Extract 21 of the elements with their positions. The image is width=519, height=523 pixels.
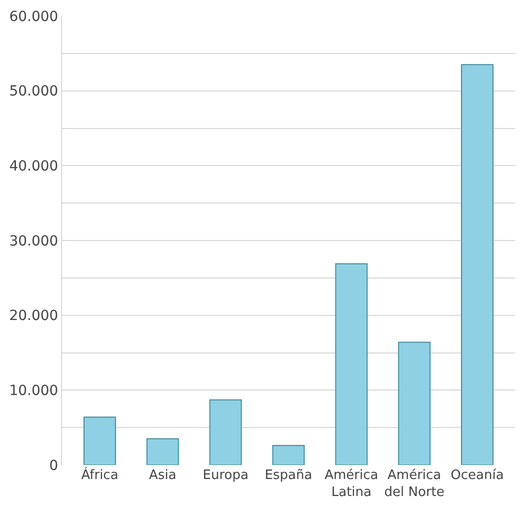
bar xyxy=(398,342,431,465)
y-tick-label: 60.000 xyxy=(9,8,58,25)
x-tick-label: América Latina xyxy=(324,468,378,500)
y-tick-label: 30.000 xyxy=(9,233,58,250)
x-tick-label: África xyxy=(81,466,118,483)
y-tick-label: 50.000 xyxy=(9,84,58,100)
y-tick-label: 10.000 xyxy=(9,383,58,400)
bar xyxy=(84,416,116,465)
bar xyxy=(272,445,305,465)
bar xyxy=(209,399,242,465)
x-tick-label: Oceanía xyxy=(450,468,504,483)
x-tick-label: España xyxy=(264,468,312,483)
y-tick-label: 40.000 xyxy=(9,158,58,175)
bar xyxy=(335,263,368,465)
y-tick-label: 20.000 xyxy=(9,308,58,324)
x-tick-label: Asia xyxy=(149,468,176,483)
x-tick-label: Europa xyxy=(202,468,248,483)
x-tick-label: América del Norte xyxy=(384,468,444,500)
bar xyxy=(461,64,494,465)
y-tick-label: 0 xyxy=(49,458,58,474)
bar xyxy=(146,438,179,465)
